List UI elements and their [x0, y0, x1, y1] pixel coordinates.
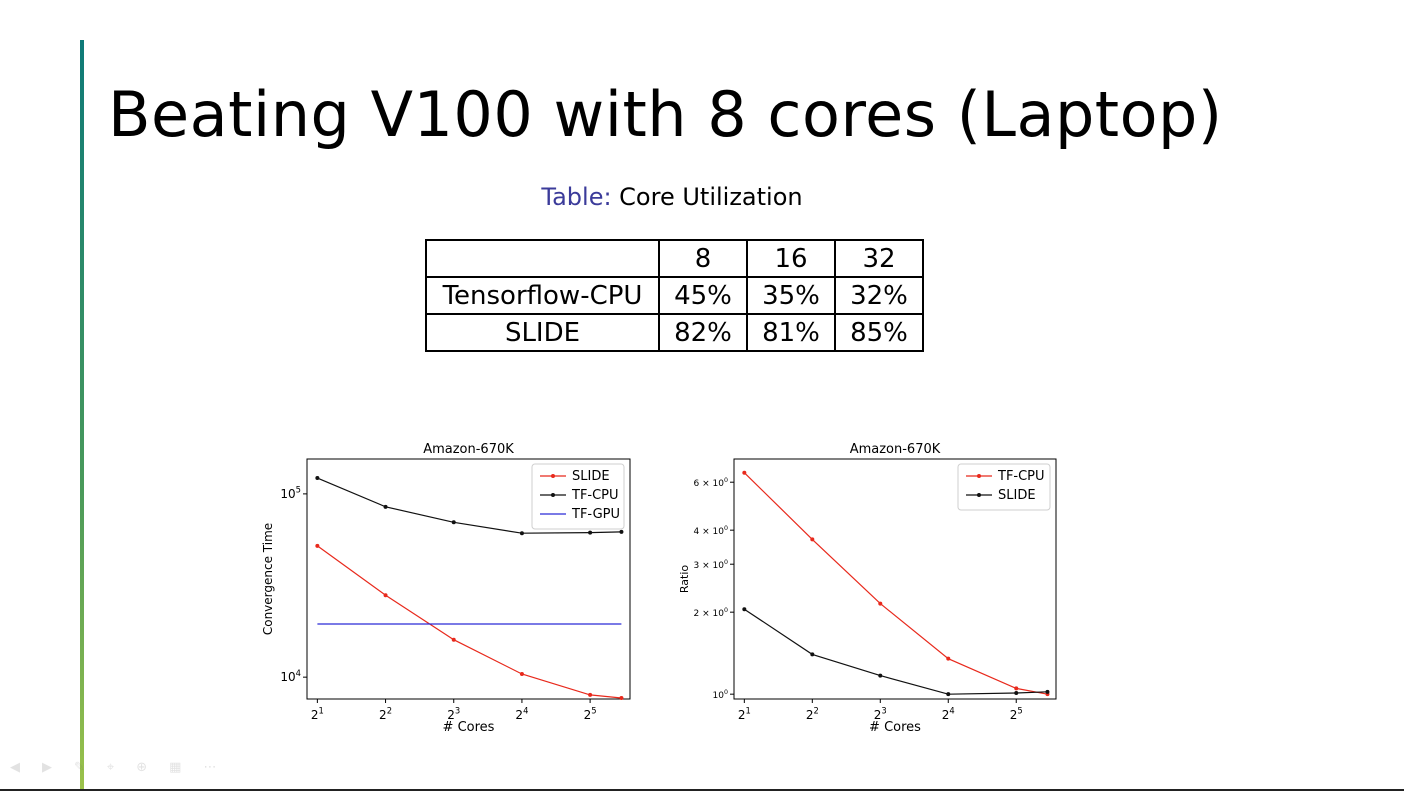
- pointer-icon[interactable]: ⌖: [106, 760, 115, 775]
- data-point: [810, 652, 815, 657]
- table-caption-label: Table:: [541, 183, 612, 211]
- x-tick-label: 24: [515, 706, 528, 722]
- x-tick-label: 21: [738, 706, 751, 722]
- chart-title: Amazon-670K: [423, 442, 514, 457]
- plot-frame: [733, 458, 1057, 700]
- data-point: [451, 637, 456, 642]
- data-point: [810, 537, 815, 542]
- data-point: [588, 530, 593, 535]
- zoom-icon[interactable]: ⊕: [136, 760, 148, 775]
- convergence-time-chart: Amazon-670K 21 22 23 24 25 104 105 # Cores Conver…: [261, 442, 631, 735]
- data-point: [946, 692, 951, 697]
- data-point: [878, 673, 883, 678]
- legend: [531, 463, 625, 530]
- data-point: [1045, 689, 1050, 694]
- table-row: Tensorflow-CPU 45% 35% 32%: [425, 276, 924, 315]
- y-tick-label: 104: [280, 668, 301, 684]
- table-caption-text: Core Utilization: [611, 183, 803, 211]
- table-header-cell: [425, 239, 660, 278]
- bottom-rule: [0, 789, 1404, 791]
- data-point: [383, 504, 388, 509]
- x-tick-label: 22: [806, 706, 819, 722]
- x-tick-label: 25: [1010, 706, 1023, 722]
- data-point: [946, 656, 951, 661]
- x-tick-label: 24: [942, 706, 955, 722]
- y-tick-label: 100: [713, 689, 728, 701]
- data-point: [878, 601, 883, 606]
- presentation-toolbar: ◀ ▶ ✎ ⌖ ⊕ ▦ ⋯: [10, 760, 216, 775]
- table-header-cell: 8: [658, 239, 748, 278]
- table-header-row: 8 16 32: [425, 239, 924, 278]
- table-row: SLIDE 82% 81% 85%: [425, 313, 924, 352]
- chart-title: Amazon-670K: [850, 442, 941, 457]
- series-line: [743, 608, 1048, 695]
- table-cell: 85%: [834, 313, 924, 352]
- y-tick-label: 105: [280, 484, 301, 500]
- slide-title: Beating V100 with 8 cores (Laptop): [108, 78, 1223, 151]
- table-cell: 45%: [658, 276, 748, 315]
- table-cell: 35%: [746, 276, 836, 315]
- data-point: [519, 672, 524, 677]
- y-tick-label: 3 × 100: [694, 559, 728, 571]
- data-point: [383, 593, 388, 598]
- x-tick-label: 21: [311, 706, 324, 722]
- next-icon[interactable]: ▶: [42, 760, 52, 775]
- series-line: [743, 472, 1048, 695]
- y-tick-label: 4 × 100: [694, 525, 728, 537]
- x-tick-label: 25: [584, 706, 597, 722]
- legend-marker: [977, 474, 981, 478]
- series-line: [317, 477, 622, 534]
- data-point: [451, 520, 456, 525]
- table-cell: 32%: [834, 276, 924, 315]
- table-cell: 82%: [658, 313, 748, 352]
- data-point: [588, 692, 593, 697]
- data-point: [742, 470, 747, 475]
- y-axis-label: Convergence Time: [261, 523, 275, 635]
- legend-marker: [551, 493, 555, 497]
- x-axis-label: # Cores: [869, 720, 921, 735]
- table-row-label: Tensorflow-CPU: [425, 276, 660, 315]
- y-tick-label: 6 × 100: [694, 477, 728, 489]
- table-header-cell: 16: [746, 239, 836, 278]
- data-point: [1014, 686, 1019, 691]
- accent-bar: [80, 40, 84, 791]
- x-tick-label: 22: [379, 706, 392, 722]
- y-axis-label: Ratio: [678, 565, 691, 594]
- ratio-chart: Amazon-670K 21 22 23 24 25 100 2 × 100 3 × 100 4 …: [678, 442, 1057, 735]
- data-point: [315, 476, 320, 481]
- x-tick-label: 23: [874, 706, 887, 722]
- plot-frame: [306, 458, 631, 700]
- series-line: [317, 545, 622, 699]
- legend-marker: [551, 474, 555, 478]
- data-point: [619, 695, 624, 700]
- pen-icon[interactable]: ✎: [74, 760, 85, 775]
- legend-entry: SLIDE: [572, 469, 610, 484]
- legend-entry: SLIDE: [998, 488, 1036, 503]
- legend-entry: TF-CPU: [997, 469, 1045, 484]
- data-point: [1014, 690, 1019, 695]
- x-axis-label: # Cores: [443, 720, 495, 735]
- table-header-cell: 32: [834, 239, 924, 278]
- table-cell: 81%: [746, 313, 836, 352]
- legend-entry: TF-CPU: [571, 488, 619, 503]
- core-utilization-table: 8 16 32 Tensorflow-CPU 45% 35% 32% SLIDE…: [425, 239, 924, 352]
- prev-icon[interactable]: ◀: [10, 760, 20, 775]
- table-caption: Table: Core Utilization: [0, 183, 1344, 211]
- legend-entry: TF-GPU: [571, 507, 620, 522]
- data-point: [742, 607, 747, 612]
- y-tick-label: 2 × 100: [694, 607, 728, 619]
- grid-icon[interactable]: ▦: [169, 760, 182, 775]
- table-row-label: SLIDE: [425, 313, 660, 352]
- more-icon[interactable]: ⋯: [203, 760, 217, 775]
- legend-marker: [977, 493, 981, 497]
- data-point: [315, 543, 320, 548]
- x-tick-label: 23: [447, 706, 460, 722]
- data-point: [519, 531, 524, 536]
- data-point: [619, 529, 624, 534]
